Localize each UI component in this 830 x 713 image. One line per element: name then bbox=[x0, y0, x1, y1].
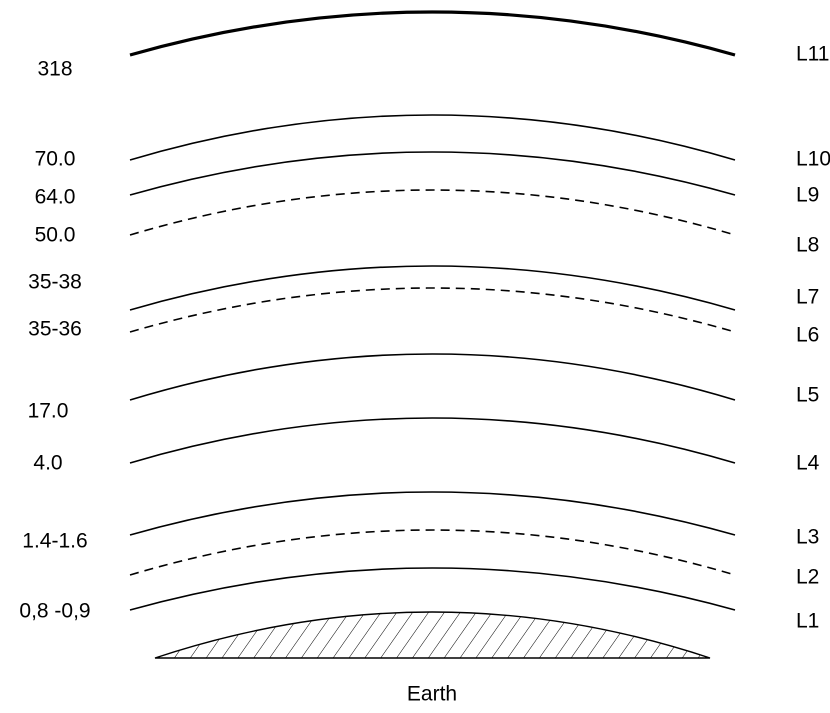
layer-arc bbox=[129, 491, 736, 536]
layer-arc bbox=[129, 114, 736, 161]
right-label: L4 bbox=[796, 452, 820, 475]
left-label: 4.0 bbox=[33, 452, 62, 475]
layer-arc bbox=[129, 189, 736, 236]
layer-arc bbox=[129, 567, 736, 611]
left-label: 1.4-1.6 bbox=[22, 530, 87, 553]
layer-arc bbox=[129, 417, 736, 464]
right-label: L5 bbox=[796, 384, 819, 407]
left-label: 318 bbox=[37, 58, 72, 81]
right-label: L9 bbox=[796, 184, 819, 207]
left-label: 17.0 bbox=[28, 400, 69, 423]
layer-arc bbox=[129, 10, 736, 57]
left-label: 64.0 bbox=[35, 186, 76, 209]
right-label: L3 bbox=[796, 526, 819, 549]
layer-arc bbox=[129, 287, 736, 333]
left-label: 35-36 bbox=[28, 318, 82, 341]
layer-arc bbox=[129, 529, 736, 576]
left-label: 0,8 -0,9 bbox=[19, 600, 90, 623]
earth-shape bbox=[154, 611, 711, 659]
layer-arc bbox=[129, 353, 736, 401]
right-label: L6 bbox=[796, 324, 819, 347]
right-label: L11 bbox=[796, 43, 829, 66]
left-label: 50.0 bbox=[35, 224, 76, 247]
right-label: L8 bbox=[796, 234, 819, 257]
right-label: L7 bbox=[796, 286, 819, 309]
earth-label: Earth bbox=[407, 683, 457, 706]
right-label: L1 bbox=[796, 610, 819, 633]
left-label: 35-38 bbox=[28, 271, 82, 294]
right-label: L10 bbox=[796, 148, 830, 171]
layer-arc bbox=[129, 265, 736, 311]
arcs bbox=[129, 10, 736, 611]
left-label: 70.0 bbox=[35, 148, 76, 171]
right-label: L2 bbox=[796, 566, 819, 589]
layer-arc bbox=[129, 151, 736, 196]
